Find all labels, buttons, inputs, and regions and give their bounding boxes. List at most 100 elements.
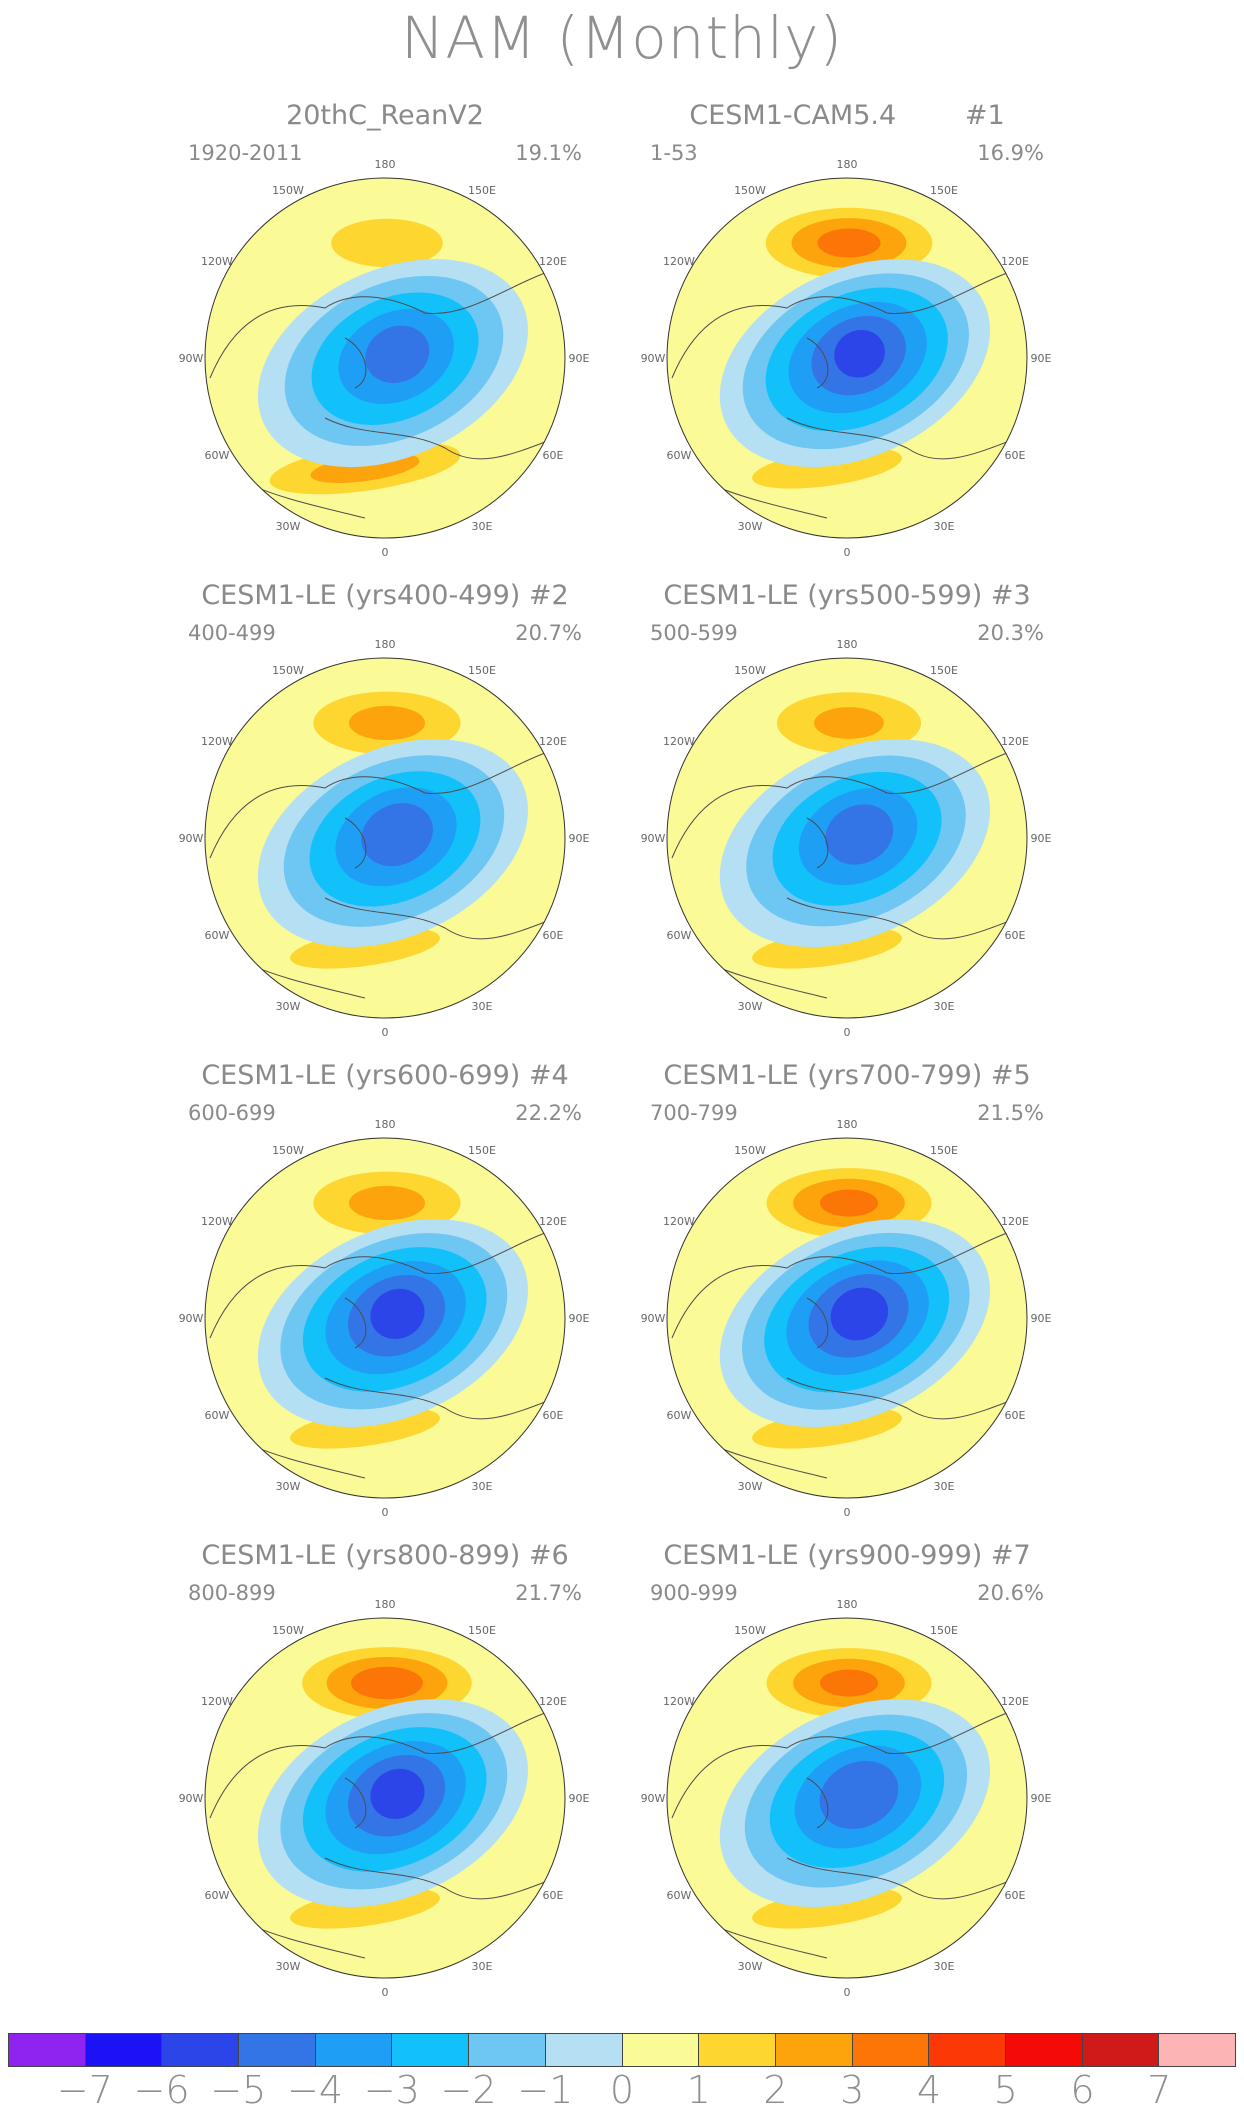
colorbar-swatch — [929, 2034, 1006, 2066]
colorbar-swatch — [622, 2034, 700, 2066]
colorbar-swatch — [85, 2034, 163, 2066]
longitude-label: 30W — [738, 1960, 763, 1973]
panel-year-range: 1920-2011 — [188, 141, 303, 165]
colorbar-swatch — [852, 2034, 930, 2066]
longitude-label: 180 — [837, 638, 858, 651]
longitude-label: 90W — [179, 352, 204, 365]
longitude-label: 0 — [382, 546, 389, 559]
longitude-label: 120W — [201, 1215, 233, 1228]
pacific-anomaly-contour — [817, 228, 881, 258]
coastline — [209, 1712, 556, 1959]
longitude-label: 30W — [276, 1000, 301, 1013]
longitude-label: 120E — [539, 1695, 567, 1708]
map-border — [204, 1617, 566, 1979]
longitude-label: 150E — [468, 1624, 496, 1637]
colorbar-swatch — [545, 2034, 623, 2066]
arctic-anomaly-contour — [825, 804, 894, 865]
arctic-anomaly-contour — [370, 1288, 425, 1339]
longitude-label: 30W — [738, 1480, 763, 1493]
longitude-label: 90W — [641, 832, 666, 845]
longitude-label: 120E — [1001, 255, 1029, 268]
longitude-label: 60E — [1005, 449, 1026, 462]
panel-variance-explained: 20.6% — [977, 1581, 1044, 1605]
longitude-label: 60W — [205, 449, 230, 462]
longitude-label: 30E — [934, 1480, 955, 1493]
longitude-label: 60E — [543, 1889, 564, 1902]
panel-year-range: 1-53 — [650, 141, 698, 165]
longitude-label: 120W — [201, 1695, 233, 1708]
arctic-anomaly-contour — [370, 1768, 425, 1819]
polar-map: 180 150E 120E 90E 60E 30E 0 30W 60W 90W 120W 150W — [641, 158, 1052, 559]
longitude-label: 120E — [539, 1215, 567, 1228]
longitude-label: 0 — [844, 1026, 851, 1039]
longitude-label: 90W — [179, 1792, 204, 1805]
longitude-label: 60W — [205, 1409, 230, 1422]
longitude-label: 90W — [179, 1312, 204, 1325]
panel-title: CESM1-LE (yrs500-599) #3 — [663, 580, 1031, 611]
longitude-label: 60W — [667, 1889, 692, 1902]
coastline — [671, 1232, 1018, 1479]
longitude-label: 0 — [382, 1506, 389, 1519]
longitude-label: 90W — [641, 352, 666, 365]
panel-year-range: 400-499 — [188, 621, 276, 645]
longitude-label: 30E — [472, 520, 493, 533]
arctic-anomaly-contour — [830, 1287, 889, 1341]
longitude-label: 180 — [375, 1598, 396, 1611]
longitude-label: 0 — [844, 1506, 851, 1519]
colorbar-tick-label: 7 — [1147, 2068, 1172, 2112]
longitude-label: 150W — [272, 664, 304, 677]
longitude-label: 30W — [738, 1000, 763, 1013]
longitude-label: 120W — [663, 735, 695, 748]
colorbar-tick-label: 4 — [916, 2068, 942, 2112]
longitude-label: 150W — [734, 1624, 766, 1637]
coastline — [671, 1712, 1018, 1959]
polar-map: 180 150E 120E 90E 60E 30E 0 30W 60W 90W 120W 150W — [179, 1598, 590, 1999]
panel-title: CESM1-LE (yrs700-799) #5 — [663, 1060, 1031, 1091]
longitude-label: 180 — [837, 1598, 858, 1611]
map-border — [666, 657, 1028, 1019]
colorbar-swatch — [469, 2034, 546, 2066]
longitude-label: 120W — [663, 1215, 695, 1228]
longitude-label: 30W — [276, 520, 301, 533]
longitude-label: 120W — [663, 1695, 695, 1708]
longitude-label: 0 — [382, 1986, 389, 1999]
map-border — [666, 1137, 1028, 1499]
arctic-anomaly-contour — [365, 325, 430, 384]
colorbar-tick-label: 0 — [609, 2068, 635, 2112]
polar-map: 180 150E 120E 90E 60E 30E 0 30W 60W 90W 120W 150W — [641, 1118, 1052, 1519]
panel-title: CESM1-LE (yrs900-999) #7 — [663, 1540, 1031, 1571]
polar-map: 180 150E 120E 90E 60E 30E 0 30W 60W 90W 120W 150W — [641, 638, 1052, 1039]
longitude-label: 150W — [272, 1624, 304, 1637]
panel-year-range: 500-599 — [650, 621, 738, 645]
longitude-label: 150E — [468, 664, 496, 677]
map-border — [666, 1617, 1028, 1979]
panel-title: 20thC_ReanV2 — [286, 100, 484, 131]
colorbar-swatch — [239, 2034, 316, 2066]
longitude-label: 150W — [734, 1144, 766, 1157]
polar-map: 180 150E 120E 90E 60E 30E 0 30W 60W 90W 120W 150W — [179, 1118, 590, 1519]
longitude-label: 30W — [738, 520, 763, 533]
longitude-label: 90W — [641, 1792, 666, 1805]
longitude-label: 60W — [205, 929, 230, 942]
panel-title: CESM1-CAM5.4 #1 — [689, 100, 1005, 131]
longitude-label: 180 — [375, 1118, 396, 1131]
map-panel: CESM1-LE (yrs600-699) #4 600-699 22.2% 1… — [150, 1060, 620, 1530]
longitude-label: 180 — [837, 158, 858, 171]
longitude-label: 30W — [276, 1960, 301, 1973]
coastline — [671, 272, 1018, 519]
longitude-label: 90E — [1031, 1312, 1052, 1325]
map-panel: CESM1-LE (yrs500-599) #3 500-599 20.3% 1… — [612, 580, 1082, 1050]
map-panel: CESM1-LE (yrs700-799) #5 700-799 21.5% 1… — [612, 1060, 1082, 1530]
panel-variance-explained: 21.5% — [977, 1101, 1044, 1125]
panel-variance-explained: 16.9% — [977, 141, 1044, 165]
panel-variance-explained: 20.3% — [977, 621, 1044, 645]
coastline — [209, 1232, 556, 1479]
panel-variance-explained: 21.7% — [515, 1581, 582, 1605]
longitude-label: 30E — [472, 1000, 493, 1013]
colorbar-swatch — [9, 2034, 86, 2066]
longitude-label: 30E — [934, 520, 955, 533]
colorbar-swatch — [315, 2034, 393, 2066]
longitude-label: 180 — [375, 158, 396, 171]
map-border — [666, 177, 1028, 539]
longitude-label: 150E — [930, 1624, 958, 1637]
